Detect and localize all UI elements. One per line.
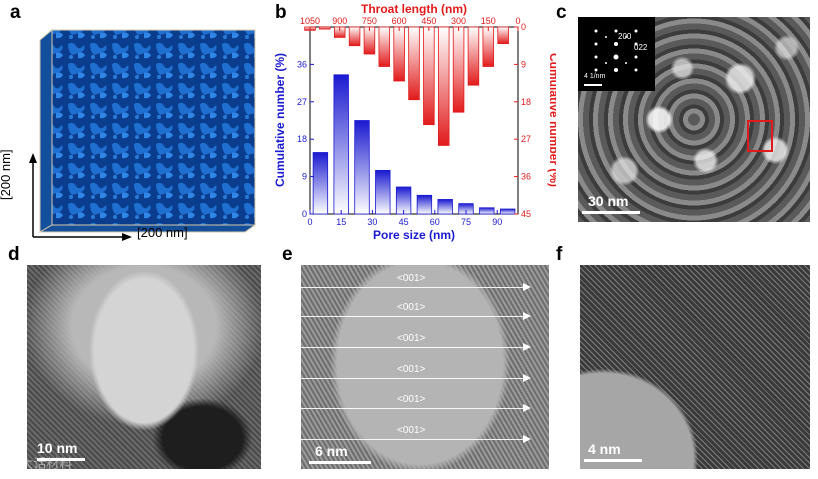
bottom-tick-label: 30 (367, 217, 377, 227)
panel-label-a: a (10, 2, 21, 23)
bottom-tick-label: 0 (307, 217, 312, 227)
pore-bar (333, 74, 349, 215)
pore-bar (479, 207, 495, 215)
throat-bar (467, 26, 480, 86)
direction-arrow-head (523, 312, 531, 320)
panel-label-b: b (275, 2, 287, 23)
direction-arrow-line (301, 287, 523, 288)
direction-arrow-line (301, 347, 523, 348)
throat-bar (393, 26, 405, 82)
right-tick-label: 27 (521, 134, 531, 144)
right-axis-title: Cumulative number (%) (547, 53, 556, 187)
panel-a-3d-pore-network: [200 nm] [200 nm] (0, 0, 272, 245)
bottom-tick-label: 90 (492, 217, 502, 227)
left-tick-label: 0 (302, 209, 307, 219)
top-tick-label: 450 (421, 16, 436, 26)
left-axis-title: Cumulative number (%) (273, 53, 287, 187)
panel-d-hrtem-image: 10 nm © 大话材料 (27, 265, 261, 469)
pore-bar (437, 199, 453, 215)
right-tick-label: 45 (521, 209, 531, 219)
highlight-box (747, 120, 773, 152)
scale-label: 30 nm (588, 193, 629, 209)
direction-arrow-head (523, 374, 531, 382)
throat-bar (497, 26, 509, 45)
bottom-tick-label: 60 (430, 217, 440, 227)
top-tick-label: 600 (392, 16, 407, 26)
diffraction-pattern (584, 29, 638, 86)
top-tick-label: 900 (332, 16, 347, 26)
right-tick-label: 18 (521, 97, 531, 107)
bottom-axis-title: Pore size (nm) (373, 228, 455, 242)
saed-inset: 200 022 4 1/nm (578, 17, 655, 91)
panel-label-c: c (556, 2, 567, 23)
scale-label: 6 nm (315, 443, 348, 459)
scale-bar (582, 211, 640, 214)
scale-label: 4 nm (588, 441, 621, 457)
scale-bar (584, 459, 642, 462)
direction-arrow-line (301, 408, 523, 409)
panel-label-f: f (556, 244, 563, 265)
throat-bar (348, 26, 361, 47)
top-tick-label: 1050 (300, 16, 320, 26)
direction-label: <001> (397, 333, 426, 344)
pore-bar (416, 194, 433, 215)
watermark: © 大话材料 (27, 456, 73, 469)
throat-bar (378, 26, 391, 67)
direction-arrow-head (523, 343, 531, 351)
inset-scale-label: 4 1/nm (584, 73, 606, 80)
top-axis-title: Throat length (nm) (361, 2, 467, 16)
pore-bar (499, 208, 516, 215)
throat-bar (482, 26, 495, 67)
throat-bar (363, 26, 376, 55)
left-tick-label: 9 (302, 172, 307, 182)
pore-bar (354, 120, 370, 215)
direction-arrow-line (301, 316, 523, 317)
direction-label: <001> (397, 273, 426, 284)
pore-network-render (29, 28, 257, 241)
top-tick-label: 150 (481, 16, 496, 26)
direction-label: <001> (397, 394, 426, 405)
right-tick-label: 36 (521, 172, 531, 182)
top-tick-label: 300 (451, 16, 466, 26)
inset-label-200: 200 (618, 32, 632, 41)
throat-bar (408, 26, 420, 101)
scale-label: 10 nm (37, 440, 78, 456)
throat-bar (452, 26, 465, 113)
inset-label-022: 022 (634, 43, 648, 52)
panel-label-e: e (282, 244, 293, 265)
right-tick-label: 9 (521, 59, 526, 69)
throat-bar (437, 26, 450, 146)
scale-bar (37, 458, 85, 461)
scale-bar (309, 461, 371, 464)
left-tick-label: 27 (297, 97, 307, 107)
panel-label-d: d (8, 244, 20, 265)
bottom-tick-label: 45 (399, 217, 409, 227)
direction-label: <001> (397, 425, 426, 436)
panel-c-tem-image: 200 022 4 1/nm 30 nm (578, 17, 810, 222)
direction-label: <001> (397, 364, 426, 375)
throat-bar (423, 26, 435, 126)
bottom-tick-label: 15 (336, 217, 346, 227)
left-tick-label: 36 (297, 59, 307, 69)
direction-arrow-head (523, 404, 531, 412)
panel-e-hrtem-image: <001> <001> <001> <001> <001> <001> 6 nm (301, 265, 549, 469)
direction-arrow-line (301, 439, 523, 440)
direction-label: <001> (397, 302, 426, 313)
direction-arrow-line (301, 378, 523, 379)
bottom-tick-label: 75 (461, 217, 471, 227)
axis-label-horizontal: [200 nm] (137, 225, 188, 240)
left-tick-label: 18 (297, 134, 307, 144)
top-tick-label: 750 (362, 16, 377, 26)
pore-bar (375, 169, 391, 215)
direction-arrow-head (523, 283, 531, 291)
right-tick-label: 0 (521, 22, 526, 32)
panel-f-hrtem-image: 4 nm (580, 265, 810, 469)
direction-arrow-head (523, 435, 531, 443)
pore-bar (395, 186, 412, 215)
pore-bar (312, 152, 329, 215)
top-tick-label: 0 (515, 16, 520, 26)
throat-bar (319, 26, 331, 30)
axis-label-vertical: [200 nm] (0, 149, 13, 200)
